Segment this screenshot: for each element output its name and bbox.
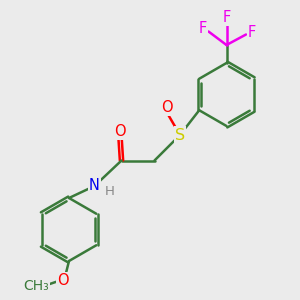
- Text: CH₃: CH₃: [23, 279, 49, 292]
- Text: F: F: [199, 21, 207, 36]
- Text: O: O: [161, 100, 172, 115]
- Text: S: S: [175, 128, 185, 142]
- Text: F: F: [248, 25, 256, 40]
- Text: F: F: [222, 10, 231, 25]
- Text: H: H: [105, 185, 115, 198]
- Text: O: O: [57, 273, 69, 288]
- Text: N: N: [89, 178, 100, 194]
- Text: O: O: [114, 124, 126, 139]
